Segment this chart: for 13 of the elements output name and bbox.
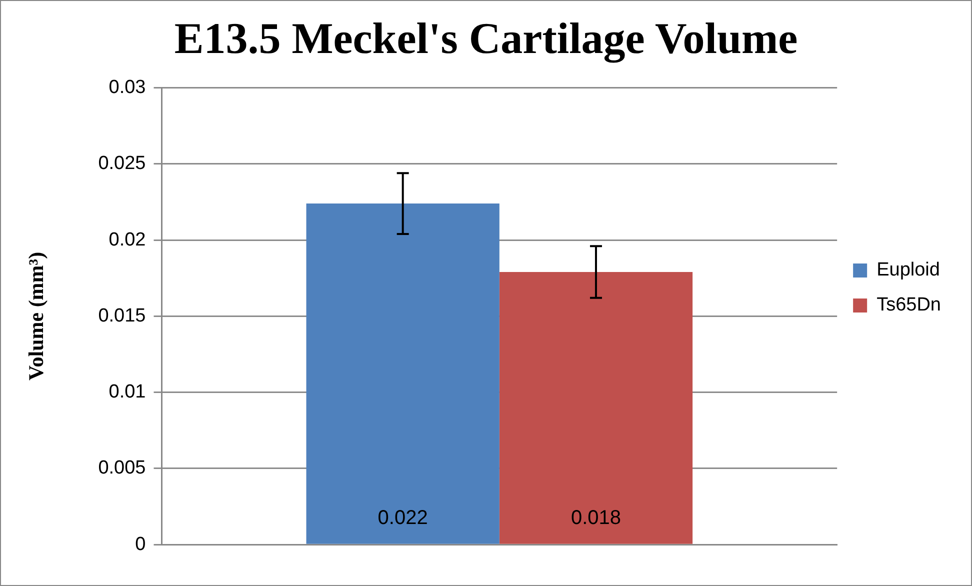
legend-label: Euploid (876, 260, 940, 281)
y-tick-label: 0.005 (98, 458, 146, 479)
legend-label: Ts65Dn (876, 294, 941, 316)
chart-title: E13.5 Meckel's Cartilage Volume (174, 14, 798, 63)
y-tick-label: 0.03 (108, 77, 146, 98)
y-tick-label: 0.015 (98, 305, 146, 326)
data-label: 0.022 (378, 507, 428, 530)
y-axis-title: Volume (mm³) (24, 252, 48, 380)
data-label: 0.018 (570, 507, 622, 530)
y-tick-label: 0.01 (108, 382, 146, 403)
y-tick-label: 0.025 (98, 153, 146, 174)
y-tick-label: 0.02 (108, 229, 146, 250)
y-tick-label: 0 (135, 534, 146, 555)
